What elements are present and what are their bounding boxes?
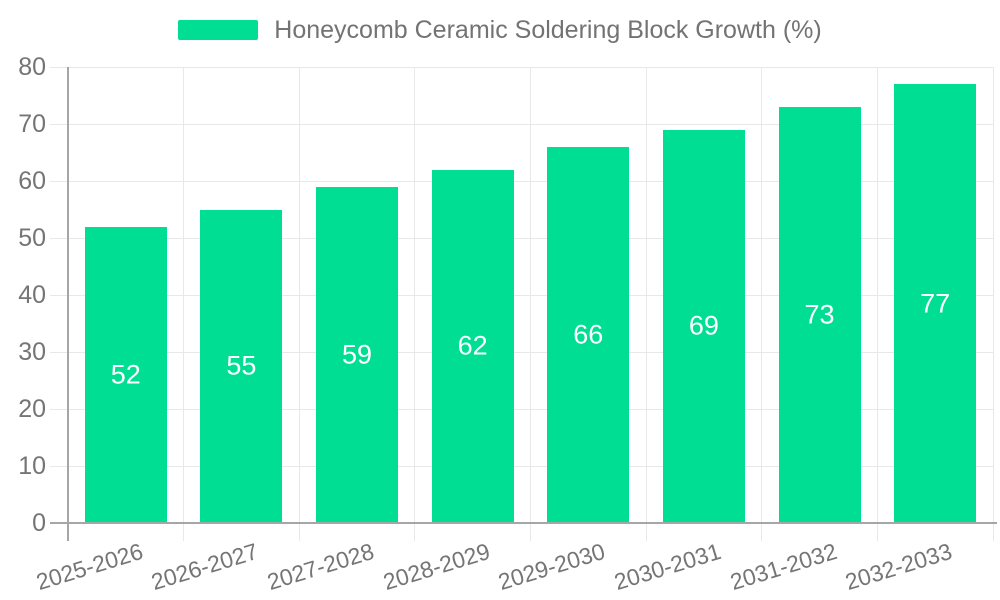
bar-value-label: 73	[804, 299, 835, 330]
x-axis-line	[50, 522, 997, 524]
gridline-h	[50, 294, 993, 296]
gridline-h	[50, 465, 993, 467]
bar: 62	[431, 169, 514, 523]
y-tick-label: 80	[18, 53, 46, 81]
gridline-h	[50, 408, 993, 410]
gridline-h	[50, 66, 993, 68]
bar: 59	[316, 186, 399, 523]
bar-value-label: 59	[342, 339, 373, 370]
bar: 52	[84, 226, 167, 523]
x-tick-label: 2031-2032	[726, 537, 840, 595]
bar-value-label: 52	[110, 359, 141, 390]
gridline-v	[298, 67, 300, 541]
gridline-v	[992, 67, 994, 541]
legend-label: Honeycomb Ceramic Soldering Block Growth…	[274, 16, 822, 44]
x-tick-label: 2028-2029	[379, 537, 493, 595]
bar: 73	[778, 106, 861, 523]
legend-item[interactable]: Honeycomb Ceramic Soldering Block Growth…	[178, 15, 822, 45]
gridline-v	[645, 67, 647, 541]
y-tick-label: 40	[18, 281, 46, 309]
gridline-v	[876, 67, 878, 541]
y-tick-label: 60	[18, 167, 46, 195]
y-tick-label: 0	[32, 509, 46, 537]
legend-swatch	[178, 20, 259, 40]
x-tick-label: 2027-2028	[264, 537, 377, 595]
gridline-h	[50, 123, 993, 125]
x-tick-label: 2025-2026	[32, 537, 146, 595]
x-tick-label: 2032-2033	[842, 537, 956, 595]
gridline-h	[50, 351, 993, 353]
gridline-v	[530, 67, 531, 541]
bar-value-label: 77	[920, 288, 951, 319]
gridline-v	[183, 67, 185, 541]
bar-value-label: 66	[573, 319, 604, 350]
bar-value-label: 69	[688, 310, 719, 341]
gridline-v	[414, 67, 416, 541]
x-tick-label: 2030-2031	[611, 537, 724, 595]
y-tick-label: 70	[18, 110, 46, 138]
gridline-h	[50, 237, 993, 239]
plot-area: 52 55 59 62 66 69 73 77	[50, 66, 997, 541]
bar: 55	[200, 209, 283, 523]
x-tick-label: 2029-2030	[495, 537, 609, 595]
y-tick-label: 30	[18, 338, 46, 366]
bar-value-label: 62	[457, 330, 488, 361]
gridline-v	[761, 67, 763, 541]
bar: 69	[662, 129, 745, 523]
bar-value-label: 55	[226, 350, 257, 381]
y-axis-labels: 0 10 20 30 40 50 60 70 80	[0, 53, 46, 537]
bar: 66	[547, 146, 630, 523]
y-tick-label: 10	[18, 452, 46, 480]
x-tick-label: 2026-2027	[148, 537, 262, 595]
y-axis-line	[67, 67, 69, 541]
gridline-h	[50, 180, 993, 182]
bar: 77	[894, 84, 977, 523]
y-tick-label: 50	[18, 224, 46, 252]
chart-legend: Honeycomb Ceramic Soldering Block Growth…	[0, 15, 1000, 45]
y-tick-label: 20	[18, 395, 46, 423]
